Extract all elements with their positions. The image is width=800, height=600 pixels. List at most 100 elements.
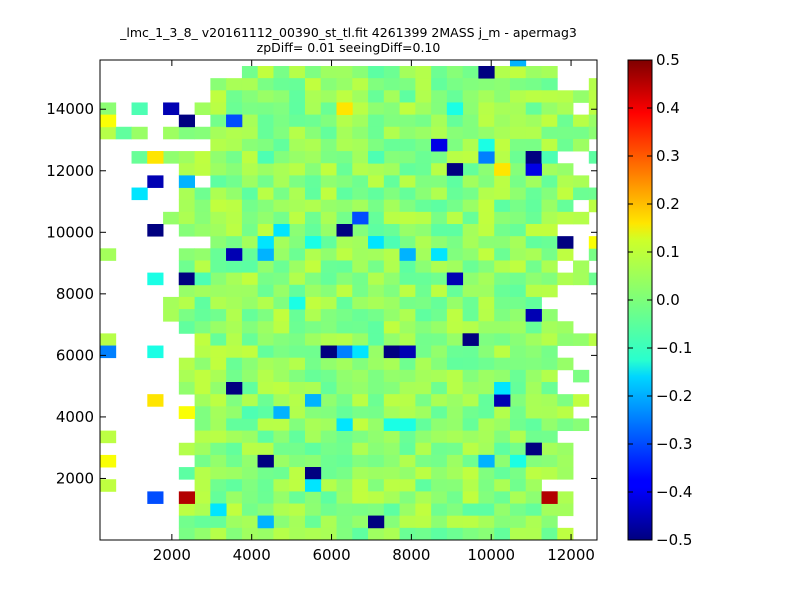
heatmap-cell — [509, 66, 527, 79]
heatmap-cell — [257, 114, 274, 128]
heatmap-cell — [241, 418, 259, 432]
heatmap-cell — [320, 394, 337, 407]
heatmap-cell — [368, 309, 385, 322]
heatmap-cell — [273, 224, 290, 237]
heatmap-cell — [336, 248, 353, 261]
x-tick-label: 12000 — [547, 546, 595, 564]
heatmap-cell — [557, 272, 574, 286]
heatmap-cell — [147, 272, 164, 286]
heatmap-cell — [383, 382, 400, 395]
heatmap-cell — [573, 187, 590, 201]
heatmap-cell — [525, 467, 542, 480]
heatmap-cell — [415, 479, 432, 492]
heatmap-cell — [336, 236, 353, 249]
heatmap-cell — [494, 454, 511, 468]
heatmap-cell — [210, 406, 227, 419]
y-tick-label: 10000 — [46, 223, 94, 241]
heatmap-cell — [336, 454, 353, 468]
heatmap-cell — [446, 491, 464, 504]
heatmap-cell — [178, 491, 196, 504]
heatmap-cell — [462, 430, 479, 444]
heatmap-cell — [431, 406, 448, 419]
heatmap-cell — [431, 114, 448, 128]
heatmap-cell — [588, 114, 598, 128]
y-tick-label: 2000 — [56, 469, 94, 487]
heatmap-cell — [210, 78, 227, 91]
heatmap-cell — [383, 491, 400, 504]
heatmap-cell — [194, 321, 211, 334]
heatmap-cell — [415, 430, 432, 444]
heatmap-cell — [194, 442, 211, 456]
heatmap-cell — [273, 527, 290, 541]
heatmap-cell — [525, 138, 542, 152]
heatmap-cell — [241, 503, 259, 517]
heatmap-cell — [462, 442, 479, 456]
heatmap-cell — [304, 503, 322, 517]
heatmap-cell — [399, 357, 416, 371]
heatmap-cell — [336, 175, 353, 188]
heatmap-cell — [525, 430, 542, 444]
heatmap-cell — [399, 138, 416, 152]
heatmap-cell — [304, 479, 322, 492]
heatmap-cell — [446, 430, 464, 444]
heatmap-cell — [399, 126, 416, 140]
heatmap-cell — [478, 187, 495, 201]
heatmap-cell — [289, 224, 306, 237]
heatmap-cell — [368, 224, 385, 237]
heatmap-cell — [257, 138, 274, 152]
heatmap-cell — [494, 260, 511, 274]
heatmap-cell — [304, 90, 322, 103]
heatmap-cell — [383, 527, 400, 541]
heatmap-cell — [320, 479, 337, 492]
heatmap-cell — [446, 503, 464, 517]
heatmap-cell — [588, 248, 598, 261]
heatmap-cell — [178, 442, 196, 456]
heatmap-cell — [131, 102, 148, 116]
colorbar-tick-label: 0.3 — [656, 147, 680, 165]
heatmap-cell — [557, 394, 574, 407]
heatmap-cell — [352, 406, 369, 419]
heatmap-cell — [478, 284, 495, 298]
heatmap-cell — [383, 284, 400, 298]
heatmap-cell — [383, 211, 400, 225]
heatmap-cell — [478, 406, 495, 419]
heatmap-cell — [525, 66, 542, 79]
heatmap-cell — [573, 333, 590, 346]
heatmap-cell — [494, 248, 511, 261]
heatmap-cell — [194, 406, 211, 419]
heatmap-cell — [478, 211, 495, 225]
heatmap-cell — [494, 175, 511, 188]
heatmap-cell — [399, 309, 416, 322]
heatmap-cell — [399, 66, 416, 79]
heatmap-cell — [431, 467, 448, 480]
heatmap-cell — [289, 296, 306, 310]
heatmap-cell — [241, 272, 259, 286]
heatmap-cell — [541, 345, 558, 359]
heatmap-cell — [289, 163, 306, 176]
heatmap-cell — [352, 211, 369, 225]
heatmap-cell — [557, 491, 574, 504]
heatmap-cell — [352, 236, 369, 249]
heatmap-cell — [257, 442, 274, 456]
heatmap-cell — [100, 430, 117, 444]
heatmap-cell — [178, 260, 196, 274]
heatmap-cell — [210, 418, 227, 432]
heatmap-cell — [462, 406, 479, 419]
heatmap-cell — [289, 199, 306, 213]
heatmap-cell — [226, 454, 243, 468]
heatmap-cell — [178, 309, 196, 322]
heatmap-cell — [289, 382, 306, 395]
heatmap-cell — [210, 394, 227, 407]
heatmap-cell — [431, 187, 448, 201]
heatmap-cell — [210, 467, 227, 480]
heatmap-cell — [431, 66, 448, 79]
heatmap-cell — [462, 272, 479, 286]
heatmap-cell — [241, 199, 259, 213]
heatmap-cell — [210, 224, 227, 237]
heatmap-cell — [241, 175, 259, 188]
heatmap-cell — [431, 296, 448, 310]
heatmap-cell — [210, 175, 227, 188]
heatmap-cell — [226, 187, 243, 201]
heatmap-cell — [462, 333, 479, 346]
heatmap-cell — [368, 442, 385, 456]
